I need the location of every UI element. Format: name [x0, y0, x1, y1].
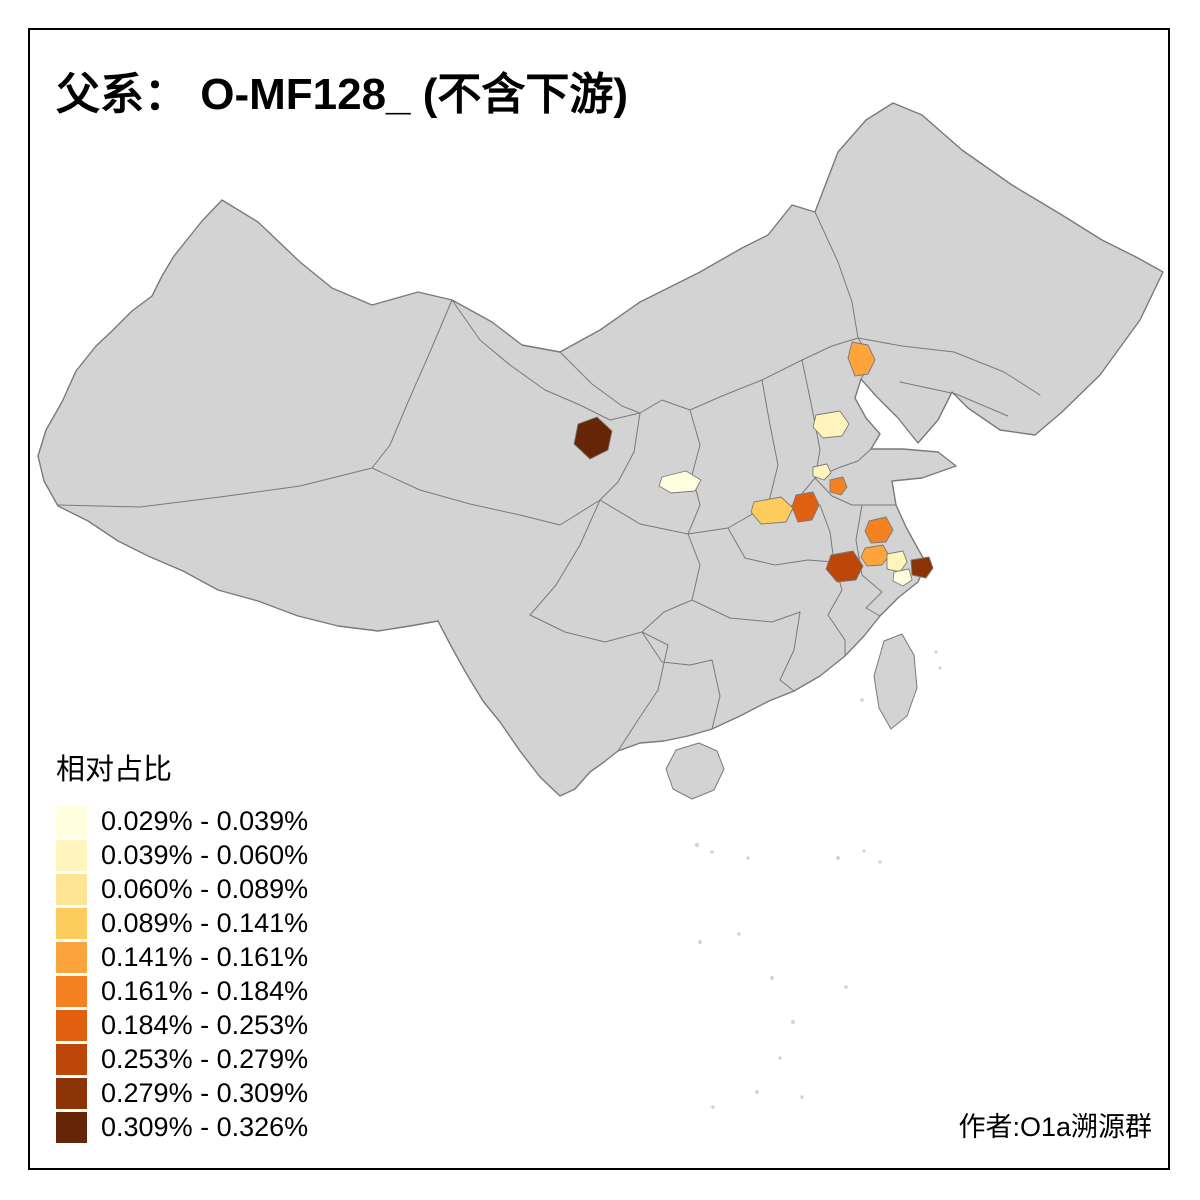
hainan-island: [665, 742, 725, 800]
highlight-south-henan-yellow: [750, 496, 794, 525]
page-title: 父系： O-MF128_ (不含下游): [56, 70, 629, 119]
highlight-central-anhui-dark: [825, 550, 864, 583]
legend-item: 0.253% - 0.279%: [56, 1042, 308, 1076]
legend-item: 0.029% - 0.039%: [56, 804, 308, 838]
legend-item: 0.089% - 0.141%: [56, 906, 308, 940]
legend-swatch: [56, 975, 87, 1007]
highlight-north-anhui: [864, 516, 894, 544]
legend-swatch: [56, 1043, 87, 1075]
legend-label: 0.161% - 0.184%: [101, 975, 309, 1006]
legend-swatch: [56, 839, 87, 871]
legend-label: 0.253% - 0.279%: [101, 1043, 309, 1074]
legend-label: 0.141% - 0.161%: [101, 941, 309, 972]
highlight-henan-small-orange: [829, 476, 848, 496]
legend-item: 0.184% - 0.253%: [56, 1008, 308, 1042]
legend-item: 0.141% - 0.161%: [56, 940, 308, 974]
highlight-south-anhui-pale: [892, 568, 913, 587]
highlighted-regions: [573, 341, 934, 587]
highlight-tianjin-area: [847, 341, 876, 377]
legend-label: 0.089% - 0.141%: [101, 907, 309, 938]
legend-title: 相对占比: [56, 754, 173, 786]
legend-label: 0.060% - 0.089%: [101, 873, 309, 904]
author-credit: 作者:O1a溯源群: [958, 1112, 1152, 1142]
legend-item: 0.309% - 0.326%: [56, 1110, 308, 1144]
legend-swatch: [56, 1077, 87, 1109]
highlight-east-gansu-pale: [658, 470, 702, 494]
legend-swatch: [56, 873, 87, 905]
legend-swatch: [56, 1111, 87, 1143]
south-china-sea-islets: [694, 650, 942, 1109]
legend-item: 0.279% - 0.309%: [56, 1076, 308, 1110]
legend: 相对占比 0.029% - 0.039% 0.039% - 0.060% 0.0…: [56, 746, 308, 1144]
legend-swatch: [56, 907, 87, 939]
highlight-central-jiangsu: [860, 544, 890, 567]
legend-swatch: [56, 1009, 87, 1041]
highlight-east-henan-orange: [791, 491, 820, 523]
legend-swatch: [56, 805, 87, 837]
taiwan-island: [873, 633, 918, 730]
highlight-south-jiangsu-pale: [886, 550, 908, 573]
highlight-shanghai-dark: [910, 556, 934, 579]
highlight-north-henan-pale: [812, 463, 832, 481]
legend-item: 0.161% - 0.184%: [56, 974, 308, 1008]
map-layer: [37, 102, 1164, 1109]
legend-label: 0.309% - 0.326%: [101, 1111, 309, 1142]
highlight-gansu-area: [573, 416, 613, 460]
legend-label: 0.279% - 0.309%: [101, 1077, 309, 1108]
legend-item: 0.039% - 0.060%: [56, 838, 308, 872]
legend-swatch: [56, 941, 87, 973]
legend-label: 0.039% - 0.060%: [101, 839, 309, 870]
legend-label: 0.184% - 0.253%: [101, 1009, 309, 1040]
legend-item: 0.060% - 0.089%: [56, 872, 308, 906]
legend-label: 0.029% - 0.039%: [101, 805, 309, 836]
province-borders: [57, 211, 1041, 752]
highlight-west-shandong: [812, 410, 850, 439]
